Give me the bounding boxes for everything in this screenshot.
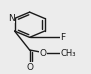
Text: O: O bbox=[39, 49, 46, 58]
Text: CH₃: CH₃ bbox=[61, 49, 76, 58]
Text: F: F bbox=[61, 33, 66, 42]
Text: O: O bbox=[26, 63, 33, 72]
Text: N: N bbox=[8, 14, 15, 23]
